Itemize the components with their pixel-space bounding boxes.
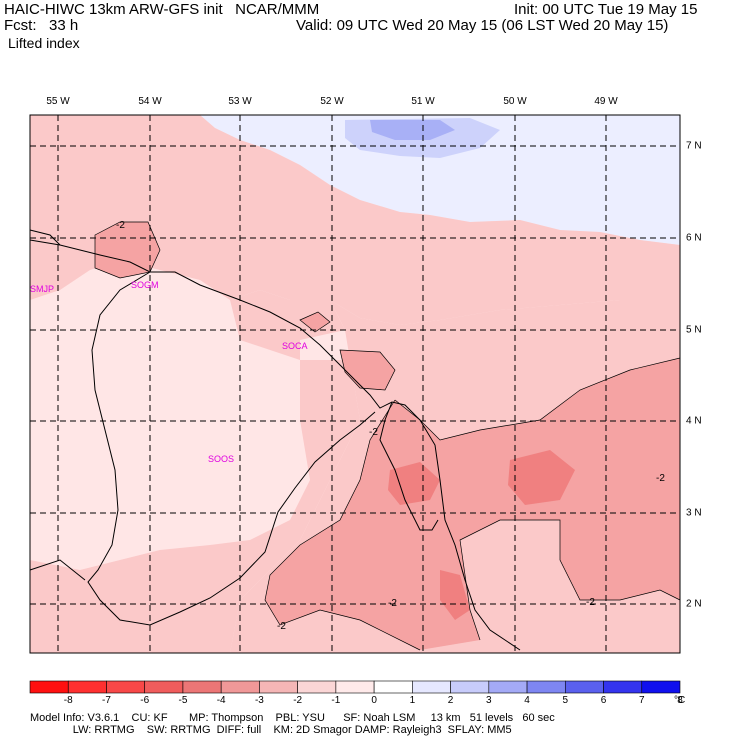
contour-line-south [264, 357, 681, 651]
lifted-index-region-pos1 [200, 115, 680, 245]
model-info-line2: LW: RRTMG SW: RRTMG DIFF: full KM: 2D Sm… [30, 724, 512, 736]
lat-label-6n: 6 N [686, 232, 702, 244]
colorbar-swatch [29, 680, 69, 694]
station-soos: SOOS [208, 454, 235, 464]
border-west [87, 271, 376, 626]
colorbar-swatch [450, 680, 490, 694]
colorbar-tick-label: -7 [102, 695, 111, 706]
lon-label-50w: 50 W [503, 96, 527, 107]
lat-label-3n: 3 N [686, 507, 702, 519]
station-soca: SOCA [282, 341, 308, 351]
lifted-index-region-neg2-west [30, 290, 360, 653]
lon-label-49w: 49 W [594, 96, 618, 107]
coastline [29, 239, 521, 651]
valid-time: Valid: 09 UTC Wed 20 May 15 (06 LST Wed … [296, 17, 669, 34]
colorbar-tick-label: -2 [293, 695, 303, 706]
lifted-index-region-neg3-nw [95, 222, 160, 278]
colorbar-swatch [182, 680, 222, 694]
colorbar-tick-label: 6 [600, 695, 607, 706]
lifted-index-region-neg4-b [508, 450, 575, 505]
station-sogm: SOGM [131, 280, 159, 290]
model-info-line1: Model Info: V3.6.1 CU: KF MP: Thompson P… [30, 712, 555, 724]
colorbar-tick-label: -8 [63, 695, 73, 706]
lon-label-52w: 52 W [320, 96, 344, 107]
contour-line-islet [299, 311, 331, 333]
colorbar-tick-label: -4 [216, 695, 226, 706]
colorbar-tick-label: 3 [486, 695, 492, 706]
lat-label-7n: 7 N [686, 140, 702, 152]
contour-label: -2 [116, 220, 125, 231]
contour-label: -2 [388, 598, 397, 609]
contour-line-nw [94, 221, 161, 279]
border-east [379, 401, 439, 531]
colorbar-swatch [106, 680, 146, 694]
colorbar-swatch [259, 680, 298, 694]
colorbar-tick-label: -6 [140, 695, 150, 706]
lifted-index-region-neg3-coast [340, 350, 395, 390]
colorbar-swatch [144, 680, 184, 694]
lifted-index-region-neg4-a [388, 462, 440, 505]
lat-label-2n: 2 N [686, 598, 702, 610]
colorbar-unit: °C [674, 695, 686, 706]
contour-label: -2 [586, 597, 595, 608]
contour-line-coast [339, 349, 396, 391]
lat-label-4n: 4 N [686, 415, 702, 427]
contour-label: -2 [369, 427, 378, 438]
colorbar-tick-label: -1 [331, 695, 341, 706]
map-frame [29, 114, 681, 654]
colorbar-tick-label: 4 [524, 695, 530, 706]
lifted-index-region-pos3 [370, 120, 455, 140]
colorbar-swatch [373, 680, 413, 694]
colorbar-tick-label: -5 [178, 695, 188, 706]
colorbar-swatch [335, 680, 375, 694]
border-sw [29, 559, 86, 581]
colorbar-tick-label: 5 [562, 695, 569, 706]
colorbar-tick-label: 8 [677, 695, 683, 706]
lifted-index-region-neg4-c [440, 570, 470, 620]
colorbar-swatch [603, 680, 643, 694]
model-title: HAIC-HIWC 13km ARW-GFS init NCAR/MMM [4, 1, 320, 18]
init-time: Init: 00 UTC Tue 19 May 15 [514, 1, 698, 18]
field-name: Lifted index [8, 35, 80, 51]
colorbar-swatch [67, 680, 107, 694]
colorbar-swatch [526, 680, 566, 694]
border-smjp [29, 229, 61, 246]
colorbar-tick-label: 7 [638, 695, 645, 706]
lon-label-55w: 55 W [46, 96, 70, 107]
colorbar [29, 680, 681, 694]
colorbar-tick-label: 0 [371, 695, 377, 706]
colorbar-tick-label: 2 [447, 695, 454, 706]
colorbar-tick-label: -3 [254, 695, 264, 706]
contour-label: -2 [656, 473, 665, 484]
colorbar-swatch [220, 680, 260, 694]
forecast-hour: Fcst: 33 h [4, 17, 79, 34]
colorbar-swatch [488, 680, 528, 694]
lon-label-54w: 54 W [138, 96, 162, 107]
lon-label-53w: 53 W [228, 96, 252, 107]
contour-label: -2 [277, 621, 286, 632]
colorbar-tick-label: 1 [409, 695, 416, 706]
colorbar-swatch [641, 680, 681, 694]
lon-label-51w: 51 W [411, 96, 435, 107]
colorbar-swatch [412, 680, 451, 694]
station-smjp: SMJP [30, 284, 55, 294]
lifted-index-region-neg2-north [30, 115, 680, 325]
colorbar-swatch [297, 680, 337, 694]
lifted-index-region-neg3-south [265, 358, 680, 650]
colorbar-swatch [564, 680, 604, 694]
lat-label-5n: 5 N [686, 324, 702, 336]
